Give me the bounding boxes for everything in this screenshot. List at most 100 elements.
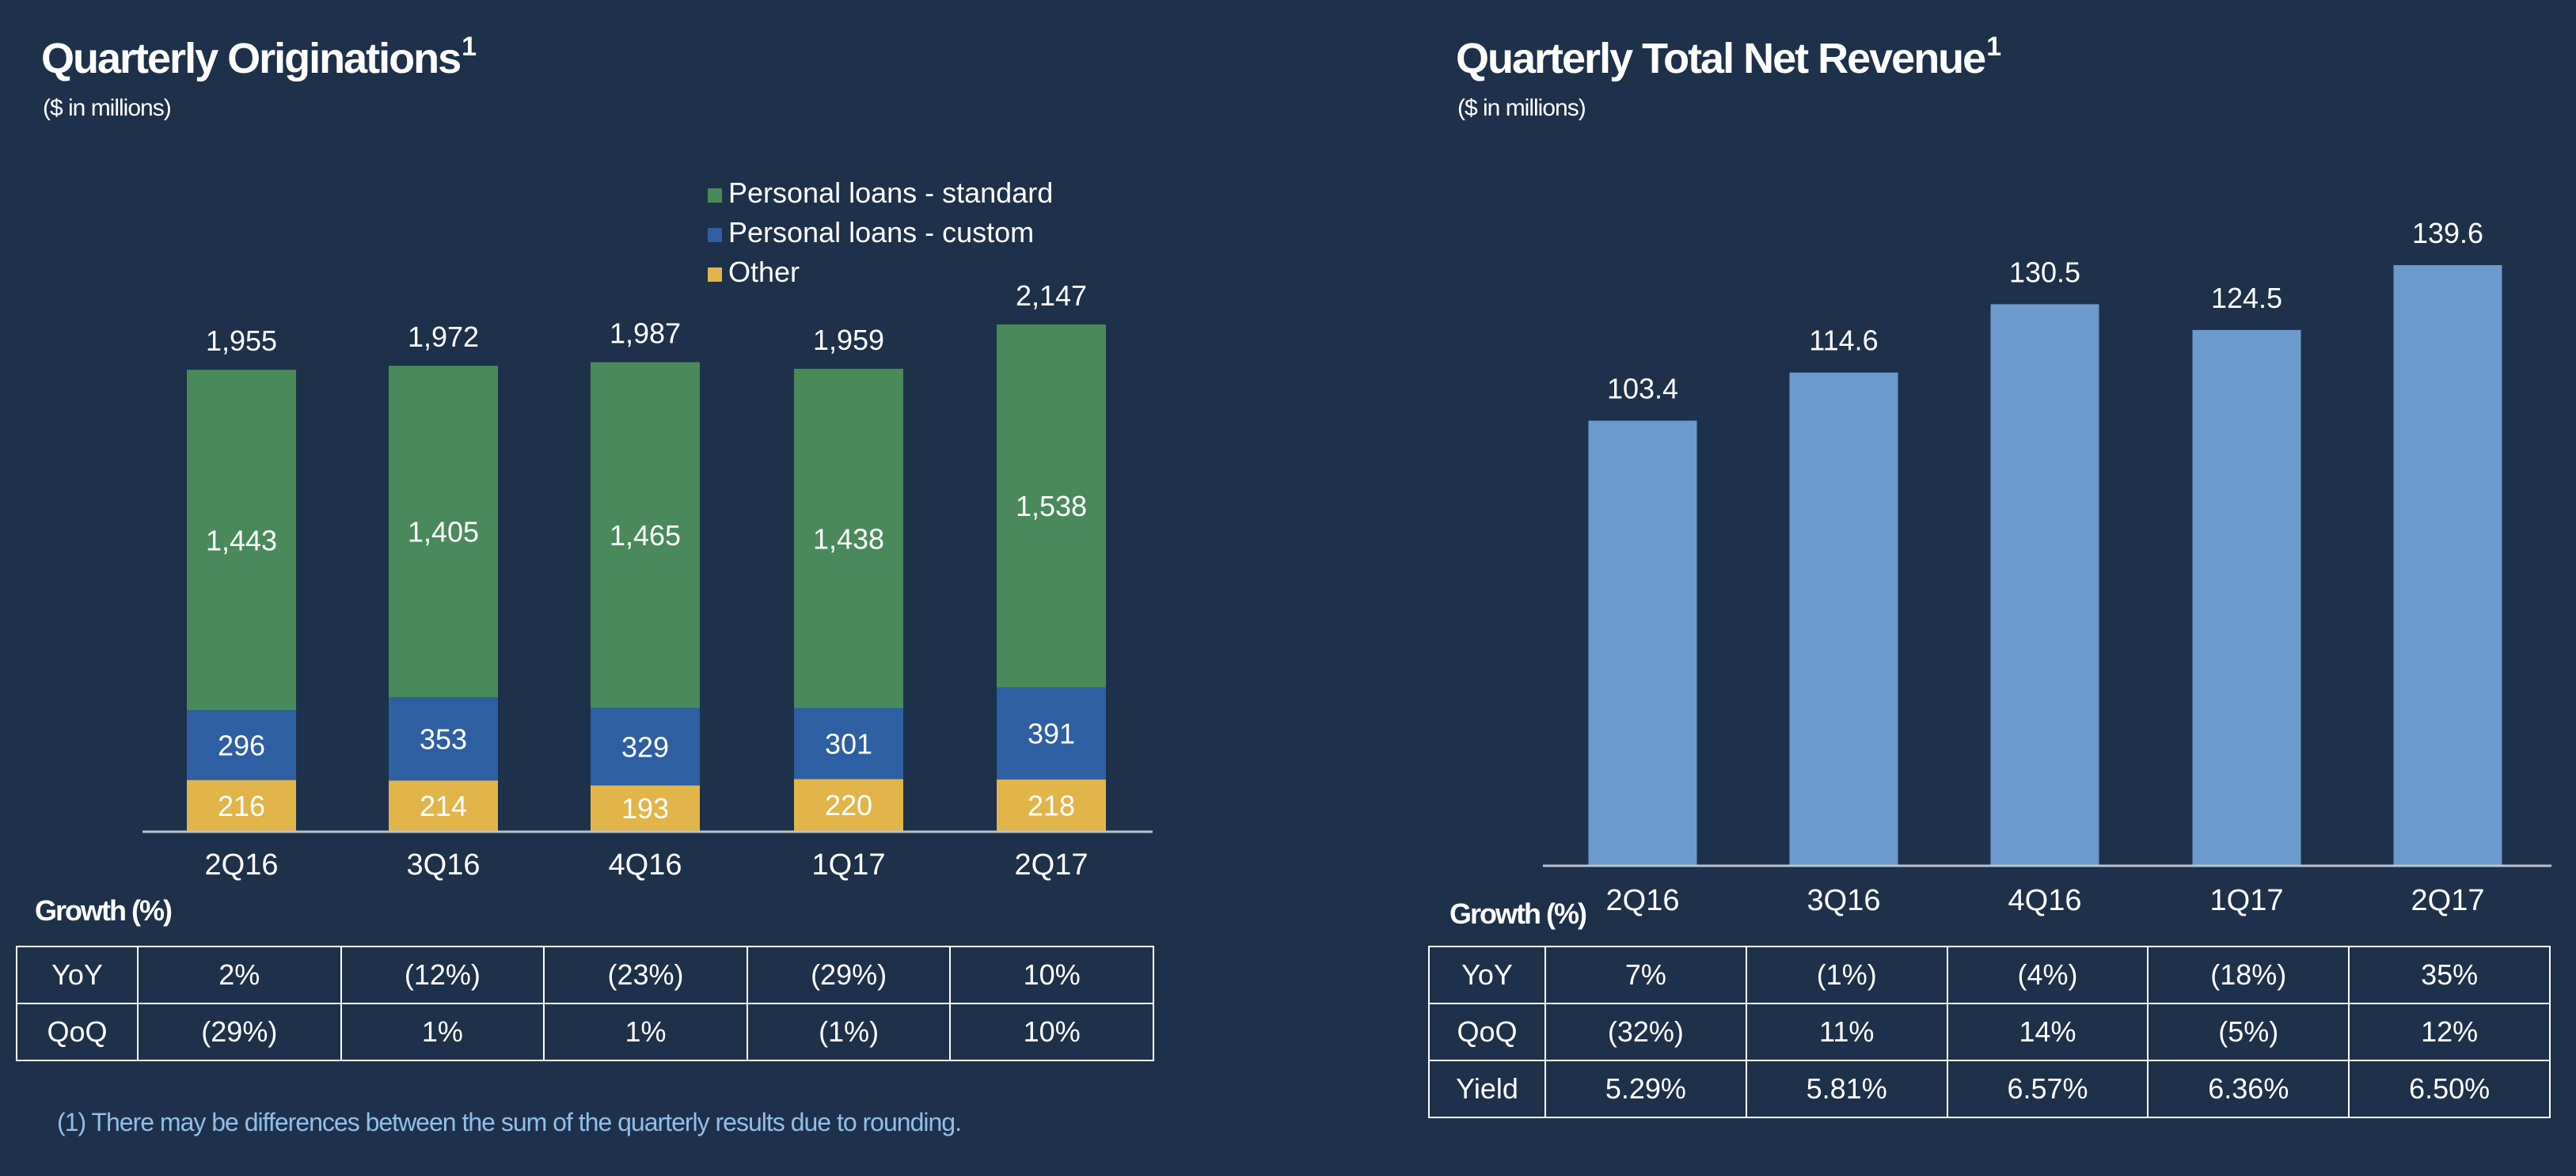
originations-title: Quarterly Originations1 [41, 32, 477, 83]
originations-bar-3Q16-personal-loans-custom [389, 696, 498, 781]
originations-growth-title: Growth (%) [35, 894, 173, 927]
revenue-growth-cell: 6.50% [2348, 1060, 2551, 1118]
originations-growth-row-yoy: YoY 2% (12%) (23%) (29%) 10% [16, 946, 1154, 1004]
revenue-bar-1Q17 [2192, 329, 2301, 865]
originations-title-text: Quarterly Originations [41, 35, 462, 82]
revenue-growth-row-qoq: QoQ (32%) 11% 14% (5%) 12% [1428, 1003, 2551, 1061]
revenue-growth-cell: 11% [1745, 1003, 1948, 1061]
revenue-x-tick-label: 1Q17 [2210, 884, 2284, 917]
originations-total-label: 2,147 [1016, 279, 1087, 312]
revenue-value-label: 139.6 [2412, 217, 2483, 249]
revenue-growth-cell: (1%) [1745, 946, 1948, 1004]
revenue-value-label: 114.6 [1809, 324, 1878, 357]
revenue-growth-title: Growth (%) [1449, 897, 1587, 930]
originations-growth-cell: (12%) [340, 946, 545, 1004]
originations-value-label: 1,438 [813, 522, 884, 555]
revenue-bar-4Q16 [1990, 304, 2099, 866]
originations-growth-cell: (1%) [746, 1003, 952, 1061]
revenue-growth-cell: 6.36% [2147, 1060, 2350, 1118]
originations-bar-3Q16-other [389, 780, 498, 831]
originations-growth-row-label: QoQ [16, 1003, 139, 1061]
originations-bar-2Q16-personal-loans-custom [187, 710, 296, 780]
originations-bar-1Q17-personal-loans-custom [794, 707, 903, 780]
originations-value-label: 218 [1028, 790, 1075, 822]
legend-swatch [708, 267, 722, 282]
originations-value-label: 193 [621, 792, 669, 825]
originations-growth-cell: 1% [340, 1003, 545, 1061]
legend-swatch [708, 188, 722, 203]
footnote: (1) There may be differences between the… [57, 1108, 962, 1136]
legend-label: Personal loans - standard [728, 176, 1053, 209]
originations-title-footnote-marker: 1 [462, 32, 477, 62]
originations-bar-4Q16-personal-loans-custom [591, 707, 700, 786]
originations-x-tick-label: 2Q17 [1015, 848, 1089, 882]
legend-swatch [708, 228, 722, 242]
originations-growth-row-label: YoY [16, 946, 139, 1004]
revenue-growth-cell: (4%) [1946, 946, 2149, 1004]
revenue-x-tick-label: 3Q16 [1807, 884, 1881, 917]
originations-bar-2Q16-personal-loans-standard [187, 370, 296, 711]
originations-bar-3Q16-personal-loans-standard [389, 366, 498, 697]
originations-growth-table: YoY 2% (12%) (23%) (29%) 10% QoQ (29%) 1% 1% (1%) 1… [16, 946, 1154, 1061]
revenue-growth-cell: 5.29% [1544, 1060, 1747, 1118]
originations-value-label: 1,465 [610, 519, 681, 552]
revenue-value-label: 130.5 [2009, 256, 2080, 288]
revenue-title: Quarterly Total Net Revenue1 [1456, 32, 2001, 83]
revenue-bar-2Q16 [1588, 420, 1697, 865]
revenue-growth-cell: (18%) [2147, 946, 2350, 1004]
originations-bar-4Q16-personal-loans-standard [591, 362, 700, 708]
originations-panel: Quarterly Originations1 ($ in millions) … [16, 32, 1154, 1136]
revenue-value-label: 103.4 [1607, 373, 1678, 405]
originations-value-label: 391 [1028, 718, 1075, 750]
originations-bar-2Q17-personal-loans-custom [997, 687, 1106, 780]
originations-chart: 216 296 1,443 1,955 2Q16 214 353 1,405 1,972 3Q16… [142, 176, 1153, 882]
revenue-bar-2Q17 [2393, 265, 2502, 865]
originations-x-tick-label: 3Q16 [407, 848, 481, 882]
originations-subtitle: ($ in millions) [43, 95, 172, 121]
revenue-growth-cell: (5%) [2147, 1003, 2350, 1061]
originations-growth-cell: 2% [137, 946, 342, 1004]
revenue-growth-row-label: YoY [1428, 946, 1546, 1004]
originations-x-tick-label: 4Q16 [609, 848, 682, 882]
originations-x-tick-label: 1Q17 [812, 848, 886, 882]
originations-bar-2Q17-personal-loans-standard [997, 324, 1106, 688]
revenue-growth-cell: 35% [2348, 946, 2551, 1004]
originations-value-label: 353 [420, 723, 467, 756]
revenue-growth-row-label: QoQ [1428, 1003, 1546, 1061]
revenue-growth-row-yoy: YoY 7% (1%) (4%) (18%) 35% [1428, 946, 2551, 1004]
originations-growth-cell: (29%) [746, 946, 952, 1004]
revenue-growth-cell: 6.57% [1946, 1060, 2149, 1118]
originations-bar-2Q17-other [997, 780, 1106, 831]
originations-value-label: 1,443 [206, 524, 277, 556]
originations-bar-4Q16-other [591, 785, 700, 831]
originations-growth-cell: 10% [949, 1003, 1154, 1061]
originations-value-label: 301 [825, 728, 872, 761]
legend-label: Personal loans - custom [728, 216, 1034, 248]
originations-growth-cell: 1% [543, 1003, 748, 1061]
originations-bar-2Q16-other [187, 780, 296, 831]
originations-x-tick-label: 2Q16 [205, 848, 279, 882]
originations-bar-1Q17-personal-loans-standard [794, 369, 903, 708]
originations-value-label: 216 [218, 790, 265, 822]
legend-label: Other [728, 256, 800, 288]
revenue-growth-table: YoY 7% (1%) (4%) (18%) 35% QoQ (32%) 11% 14% (5%) 1… [1428, 946, 2551, 1118]
revenue-x-tick-label: 2Q17 [2411, 884, 2485, 917]
revenue-chart: 103.4 2Q16 114.6 3Q16 130.5 4Q16 124.5 1Q17 139.… [1543, 217, 2551, 917]
originations-growth-cell: (29%) [137, 1003, 342, 1061]
originations-value-label: 296 [218, 729, 265, 761]
originations-value-label: 1,538 [1016, 490, 1087, 522]
originations-growth-cell: 10% [949, 946, 1154, 1004]
revenue-bar-3Q16 [1789, 372, 1898, 865]
revenue-growth-row-label: Yield [1428, 1060, 1546, 1118]
revenue-growth-cell: 5.81% [1745, 1060, 1948, 1118]
originations-total-label: 1,955 [206, 324, 277, 357]
revenue-x-tick-label: 2Q16 [1606, 884, 1680, 917]
revenue-growth-cell: 14% [1946, 1003, 2149, 1061]
originations-total-label: 1,987 [610, 317, 681, 350]
revenue-growth-row-yield: Yield 5.29% 5.81% 6.57% 6.36% 6.50% [1428, 1060, 2551, 1118]
revenue-growth-cell: (32%) [1544, 1003, 1747, 1061]
revenue-title-text: Quarterly Total Net Revenue [1456, 35, 1986, 82]
revenue-x-tick-label: 4Q16 [2008, 884, 2082, 917]
originations-growth-cell: (23%) [543, 946, 748, 1004]
revenue-growth-cell: 7% [1544, 946, 1747, 1004]
